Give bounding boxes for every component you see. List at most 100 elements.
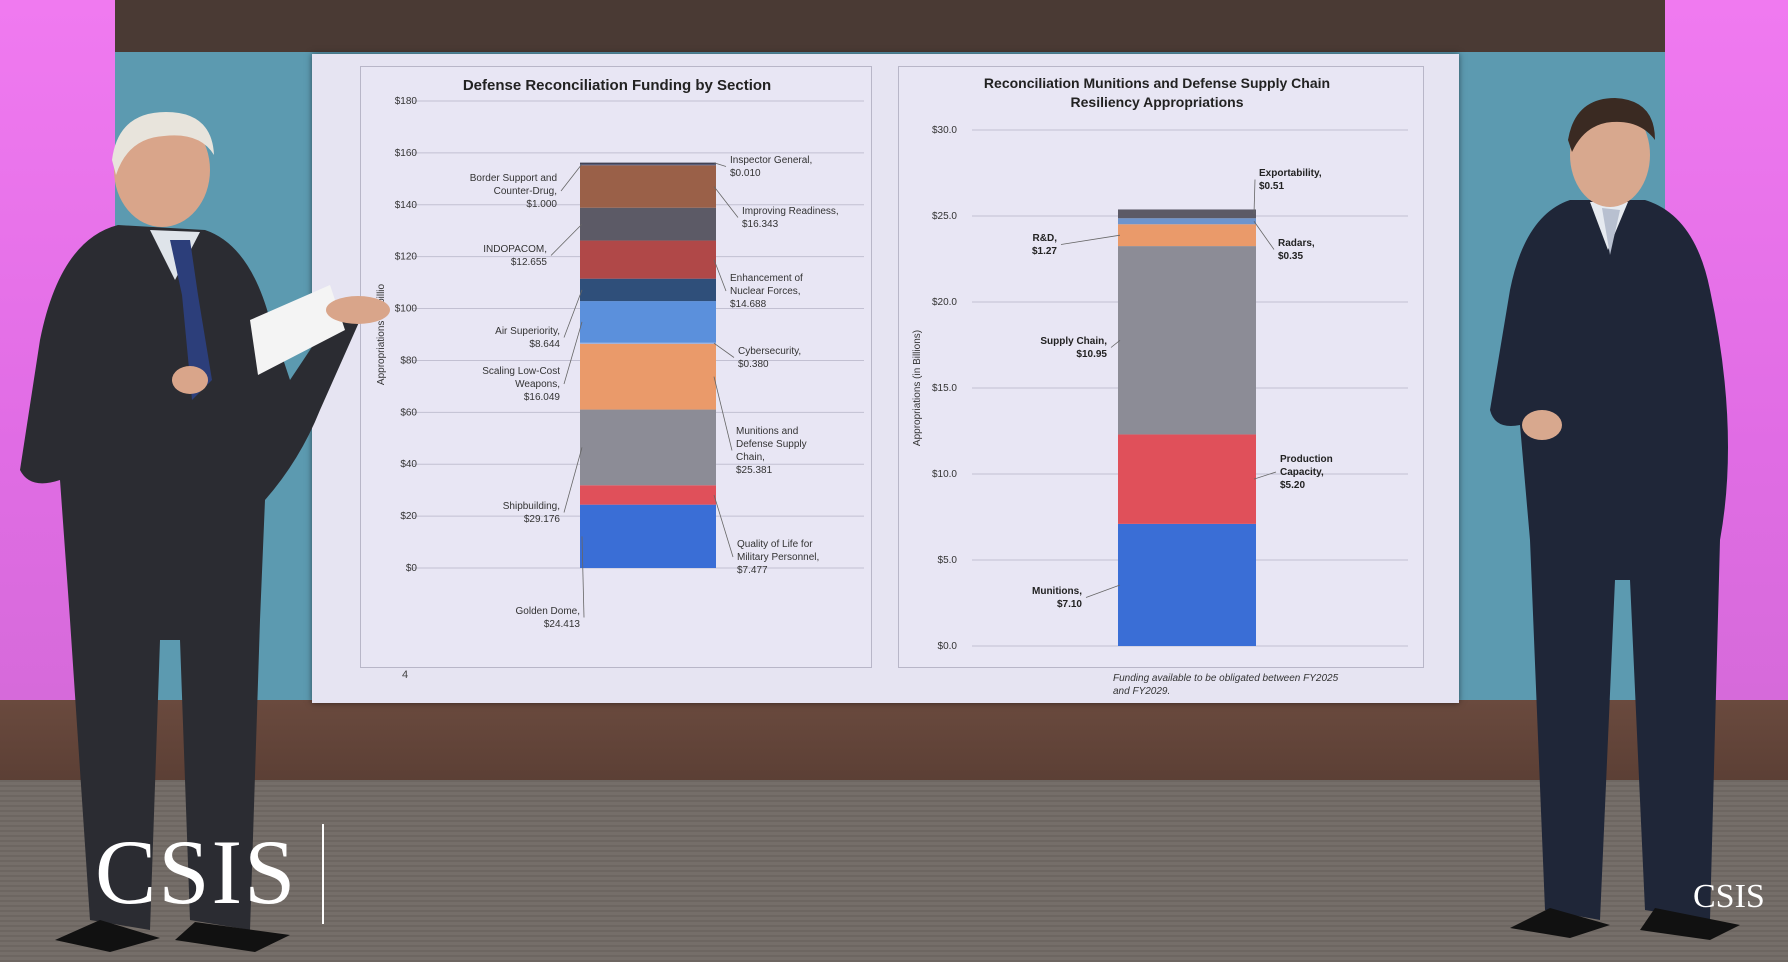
segment-label-line: $1.000 <box>526 199 557 210</box>
segment-label-line: Munitions and <box>736 426 798 437</box>
segment-label-line: $29.176 <box>524 514 561 525</box>
funding-by-section-chart: Defense Reconciliation Funding by Sectio… <box>376 77 864 630</box>
segment-label-line: Counter-Drug, <box>494 186 557 197</box>
segment-label-line: Supply Chain, <box>1040 336 1107 347</box>
segment-label-line: $16.049 <box>524 392 561 403</box>
bar-segment <box>1118 209 1256 219</box>
segment-label-line: $0.35 <box>1278 251 1303 262</box>
y-tick-label: $80 <box>400 355 417 366</box>
segment-label: Shipbuilding, $29.176 <box>503 501 561 525</box>
leader-line <box>1110 339 1121 348</box>
segment-label: Scaling Low-Cost Weapons, $16.049 <box>482 366 560 403</box>
y-tick-label: $5.0 <box>938 555 958 566</box>
y-tick-label: $15.0 <box>932 383 957 394</box>
csis-logo-small: CSIS <box>1693 878 1765 915</box>
leader-line <box>563 447 583 513</box>
segment-label-line: $12.655 <box>511 257 548 268</box>
bar-segment <box>580 278 716 302</box>
segment-label: Munitions and Defense Supply Chain, $25.381 <box>736 426 807 476</box>
leader-line <box>1253 471 1277 480</box>
segment-label-line: $8.644 <box>529 339 560 350</box>
carpet-floor <box>0 780 1788 962</box>
segment-label: Golden Dome, $24.413 <box>516 606 581 630</box>
segment-label-line: Capacity, <box>1280 467 1324 478</box>
segment-label-line: Radars, <box>1278 238 1315 249</box>
segment-label-line: Weapons, <box>515 379 560 390</box>
segment-label-line: Scaling Low-Cost <box>482 366 560 377</box>
segment-label-line: $7.477 <box>737 565 768 576</box>
segment-label: Munitions, $7.10 <box>1032 586 1082 610</box>
y-tick-label: $140 <box>395 200 418 211</box>
y-tick-label: $120 <box>395 252 418 263</box>
chart-title-line: Defense Reconciliation Funding by Sectio… <box>463 77 771 94</box>
chart-title-undefined: Defense Reconciliation Funding by Sectio… <box>463 77 771 94</box>
segment-label-line: Defense Supply <box>736 439 807 450</box>
segment-label-line: $7.10 <box>1057 599 1082 610</box>
bar-segment <box>580 240 716 279</box>
bar-segment <box>580 409 716 486</box>
bar-segment <box>1118 218 1256 225</box>
presenter-left <box>20 112 390 952</box>
bar-segment <box>580 504 716 568</box>
leader-line <box>713 376 733 451</box>
chart-title-line: Resiliency Appropriations <box>1071 94 1244 110</box>
leader-line <box>1253 179 1256 214</box>
y-tick-label: $100 <box>395 304 418 315</box>
segment-label-line: Exportability, <box>1259 168 1322 179</box>
y-axis-label: Appropriations (in billio <box>376 283 387 385</box>
y-tick-label: $0.0 <box>938 641 958 652</box>
chart-title-line: Reconciliation Munitions and Defense Sup… <box>984 75 1330 91</box>
bar-segment <box>580 162 716 164</box>
segment-label: Improving Readiness, $16.343 <box>742 206 839 230</box>
y-tick-label: $60 <box>400 407 417 418</box>
munitions-supply-chain-chart: Reconciliation Munitions and Defense Sup… <box>912 75 1408 652</box>
csis-logo-large: CSIS <box>95 821 298 923</box>
segment-label-line: Improving Readiness, <box>742 206 839 217</box>
segment-label-line: Production <box>1280 454 1333 465</box>
y-tick-label: $0 <box>406 563 418 574</box>
page-number: 4 <box>402 669 409 681</box>
segment-label-line: Shipbuilding, <box>503 501 560 512</box>
segment-label: Air Superiority, $8.644 <box>495 326 560 350</box>
wall-header-bar <box>115 0 1665 52</box>
leader-line <box>550 223 583 256</box>
y-tick-label: $180 <box>395 96 418 107</box>
bar-segment <box>580 342 716 344</box>
segment-label-line: $10.95 <box>1076 349 1107 360</box>
segment-label: Inspector General, $0.010 <box>730 155 812 179</box>
y-tick-label: $25.0 <box>932 211 957 222</box>
bar-segment <box>580 162 716 166</box>
segment-label-line: Military Personnel, <box>737 552 819 563</box>
leader-line <box>560 163 583 192</box>
y-tick-label: $160 <box>395 148 418 159</box>
leader-line <box>581 536 585 618</box>
segment-label-line: $5.20 <box>1280 480 1305 491</box>
segment-label-line: Nuclear Forces, <box>730 286 801 297</box>
segment-label: Cybersecurity, $0.380 <box>738 346 801 370</box>
leader-line <box>1253 221 1275 250</box>
segment-label-line: $16.343 <box>742 219 779 230</box>
segment-label-line: $1.27 <box>1032 246 1057 257</box>
y-tick-label: $20.0 <box>932 297 957 308</box>
leader-line <box>713 259 727 292</box>
leader-line <box>1060 234 1121 245</box>
segment-label: Supply Chain, $10.95 <box>1040 336 1107 360</box>
segment-label: INDOPACOM, $12.655 <box>483 244 547 268</box>
y-tick-label: $20 <box>400 511 417 522</box>
bar-segment <box>1118 246 1256 435</box>
leader-line <box>713 342 735 358</box>
leader-line <box>1085 584 1121 598</box>
bar-segment <box>580 343 716 410</box>
bar-segment <box>1118 523 1256 646</box>
bar-segment <box>580 301 716 343</box>
leader-line <box>713 494 734 558</box>
segment-label-line: Golden Dome, <box>516 606 580 617</box>
segment-label: Quality of Life for Military Personnel, $7… <box>737 539 819 576</box>
bar-segment <box>1118 224 1256 247</box>
segment-label-line: $24.413 <box>544 619 581 630</box>
segment-label: Border Support and Counter-Drug, $1.000 <box>470 173 558 210</box>
bar-segment <box>580 165 716 208</box>
segment-label-line: Munitions, <box>1032 586 1082 597</box>
segment-label-line: $25.381 <box>736 465 773 476</box>
